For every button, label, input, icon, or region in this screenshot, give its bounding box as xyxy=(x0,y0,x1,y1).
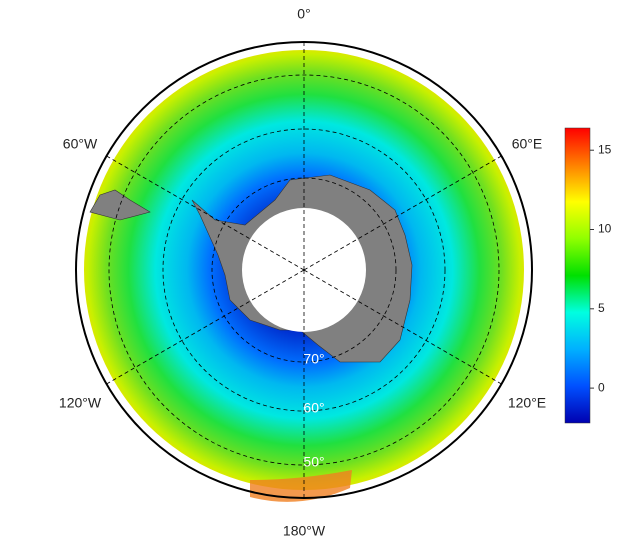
colorbar-tick-label: 5 xyxy=(598,301,605,315)
longitude-label: 180°W xyxy=(283,523,326,539)
south-america xyxy=(89,189,151,221)
longitude-label: 120°W xyxy=(59,395,102,411)
latitude-label: 50° xyxy=(303,454,324,470)
colorbar xyxy=(564,127,591,424)
latitude-label: 70° xyxy=(303,351,324,367)
meridian xyxy=(303,269,502,385)
parallel xyxy=(108,74,500,466)
latitude-label: 60° xyxy=(303,400,324,416)
longitude-label: 0° xyxy=(297,6,310,22)
map-boundary xyxy=(75,41,533,499)
meridian xyxy=(106,269,305,385)
colorbar-tick-label: 15 xyxy=(598,142,612,156)
longitude-label: 60°E xyxy=(512,136,543,152)
colorbar-tick-label: 10 xyxy=(598,222,612,236)
parallel xyxy=(162,128,446,412)
meridian xyxy=(303,155,502,271)
longitude-label: 120°E xyxy=(508,395,546,411)
graticule xyxy=(106,42,502,498)
warm-patch xyxy=(250,470,352,502)
colorbar-tick-label: 0 xyxy=(598,380,605,394)
longitude-label: 60°W xyxy=(63,136,98,152)
parallel xyxy=(211,177,397,363)
meridian xyxy=(106,155,305,271)
